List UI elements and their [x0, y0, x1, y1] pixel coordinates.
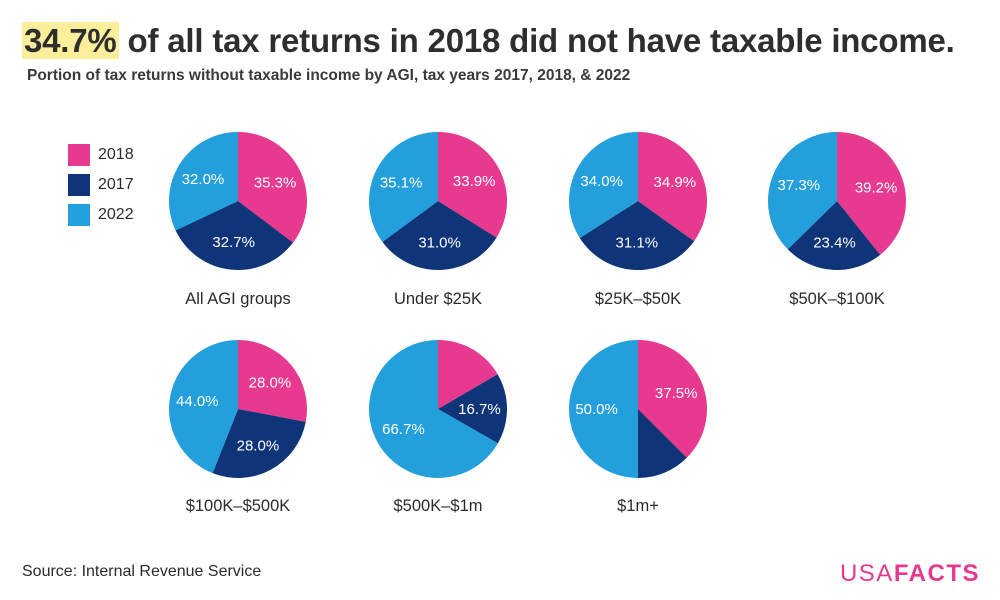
pie-1m: 37.5% 50.0% $1m+ — [569, 340, 707, 515]
data-label-under-25k-2018: 33.9% — [453, 173, 496, 190]
data-label-25k-50k-2022: 34.0% — [580, 173, 623, 190]
legend-swatch-2017 — [68, 174, 90, 196]
pie-label-50k-100k: $50K–$100K — [789, 290, 884, 308]
data-label-500k-1m-2022: 66.7% — [382, 421, 425, 438]
headline-highlight: 34.7% — [22, 22, 119, 59]
legend-label-2017: 2017 — [98, 176, 134, 193]
pie-label-1m: $1m+ — [617, 497, 659, 515]
data-label-500k-1m-2017: 16.7% — [458, 401, 501, 418]
legend-swatch-2018 — [68, 144, 90, 166]
legend-swatch-2022 — [68, 204, 90, 226]
legend-label-2018: 2018 — [98, 146, 134, 163]
slice-under-25k-2022 — [368, 132, 438, 242]
slice-under-25k-2018 — [438, 132, 508, 238]
headline-rest: of all tax returns in 2018 did not have … — [118, 22, 955, 59]
legend-item-2022: 2022 — [68, 200, 134, 230]
slice-25k-50k-2022 — [568, 132, 638, 238]
data-label-1m-2022: 50.0% — [575, 401, 618, 418]
legend-label-2022: 2022 — [98, 206, 134, 223]
pie-label-100k-500k: $100K–$500K — [186, 497, 291, 515]
slice-50k-100k-2022 — [767, 132, 837, 250]
slice-under-25k-2017 — [382, 201, 497, 271]
pie-label-25k-50k: $25K–$50K — [595, 290, 681, 308]
data-label-25k-50k-2018: 34.9% — [654, 174, 697, 191]
pie-50k-100k: 39.2% 23.4% 37.3% $50K–$100K — [767, 132, 907, 308]
slice-25k-50k-2018 — [638, 132, 708, 242]
data-label-all-agi-groups-2022: 32.0% — [182, 171, 225, 188]
chart-subtitle: Portion of tax returns without taxable i… — [27, 67, 631, 84]
chart-title: 34.7% of all tax returns in 2018 did not… — [22, 22, 955, 60]
logo-facts: FACTS — [893, 560, 980, 587]
legend: 2018 2017 2022 — [68, 140, 134, 230]
slice-500k-1m-2018 — [438, 340, 498, 409]
slice-100k-500k-2022 — [169, 340, 238, 474]
slice-50k-100k-2018 — [837, 132, 907, 255]
slice-1m-2018 — [638, 340, 707, 458]
data-label-100k-500k-2018: 28.0% — [249, 375, 292, 392]
slice-1m-2017 — [638, 409, 687, 478]
slice-100k-500k-2018 — [238, 340, 308, 422]
legend-item-2017: 2017 — [68, 170, 134, 200]
data-label-100k-500k-2017: 28.0% — [237, 437, 280, 454]
slice-all-agi-groups-2018 — [238, 132, 308, 243]
pie-500k-1m: 16.7% 66.7% $500K–$1m — [368, 340, 507, 515]
data-label-25k-50k-2017: 31.1% — [616, 234, 659, 251]
slice-1m-2022 — [569, 340, 638, 478]
pie-all-agi-groups: 35.3% 32.7% 32.0% All AGI groups — [169, 132, 308, 308]
slice-all-agi-groups-2022 — [169, 132, 238, 231]
data-label-50k-100k-2022: 37.3% — [778, 177, 821, 194]
pie-label-all-agi-groups: All AGI groups — [185, 290, 290, 308]
usafacts-logo: USAFACTS — [840, 560, 980, 588]
pie-under-25k: 33.9% 31.0% 35.1% Under $25K — [368, 132, 508, 308]
slice-all-agi-groups-2017 — [175, 201, 294, 270]
slice-25k-50k-2017 — [579, 201, 695, 271]
source-note: Source: Internal Revenue Service — [22, 563, 262, 580]
logo-usa: USA — [839, 560, 894, 587]
data-label-100k-500k-2022: 44.0% — [176, 393, 219, 410]
legend-item-2018: 2018 — [68, 140, 134, 170]
pie-label-under-25k: Under $25K — [394, 290, 482, 308]
data-label-50k-100k-2018: 39.2% — [855, 179, 898, 196]
slice-100k-500k-2017 — [212, 409, 306, 478]
slice-500k-1m-2017 — [438, 374, 507, 444]
data-label-1m-2018: 37.5% — [655, 385, 698, 402]
data-label-under-25k-2017: 31.0% — [418, 234, 461, 251]
slice-500k-1m-2022 — [368, 340, 498, 479]
data-label-50k-100k-2017: 23.4% — [813, 234, 856, 251]
data-label-all-agi-groups-2018: 35.3% — [254, 175, 297, 192]
pie-25k-50k: 34.9% 31.1% 34.0% $25K–$50K — [568, 132, 708, 308]
slice-50k-100k-2017 — [787, 201, 881, 271]
data-label-all-agi-groups-2017: 32.7% — [212, 234, 255, 251]
data-label-under-25k-2022: 35.1% — [380, 174, 423, 191]
pie-100k-500k: 28.0% 28.0% 44.0% $100K–$500K — [169, 340, 308, 515]
pie-label-500k-1m: $500K–$1m — [394, 497, 483, 515]
